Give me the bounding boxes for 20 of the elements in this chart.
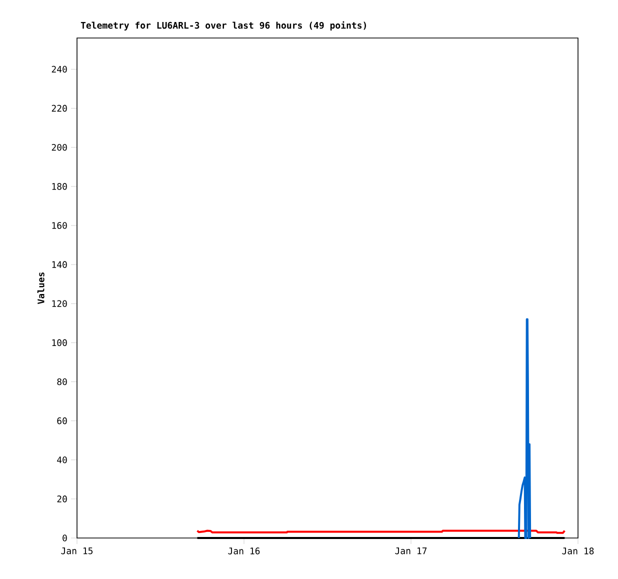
y-tick-label: 220 xyxy=(52,104,67,112)
y-tick-label: 20 xyxy=(57,496,67,502)
y-tick-label: 80 xyxy=(57,378,67,386)
y-tick-label: 60 xyxy=(57,417,67,424)
x-tick-label: Jan 17 xyxy=(395,548,427,554)
y-tick-label: 120 xyxy=(52,300,67,308)
x-tick-label: Jan 16 xyxy=(228,548,260,554)
y-tick-label: 140 xyxy=(52,261,67,268)
y-tick-label: 180 xyxy=(52,183,67,190)
y-axis-title: Values xyxy=(37,272,44,304)
line-series xyxy=(518,318,532,539)
y-tick-label: 160 xyxy=(52,222,67,229)
chart-title: Telemetry for LU6ARL-3 over last 96 hours (49 points) xyxy=(80,21,366,30)
x-tick-label: Jan 15 xyxy=(61,548,93,554)
y-tick-label: 200 xyxy=(52,144,67,151)
y-tick-label: 0 xyxy=(62,534,67,542)
y-tick-label: 100 xyxy=(52,339,67,346)
y-tick-label: 240 xyxy=(52,66,67,73)
y-tick-label: 40 xyxy=(57,456,67,464)
x-tick-label: Jan 18 xyxy=(562,548,594,554)
